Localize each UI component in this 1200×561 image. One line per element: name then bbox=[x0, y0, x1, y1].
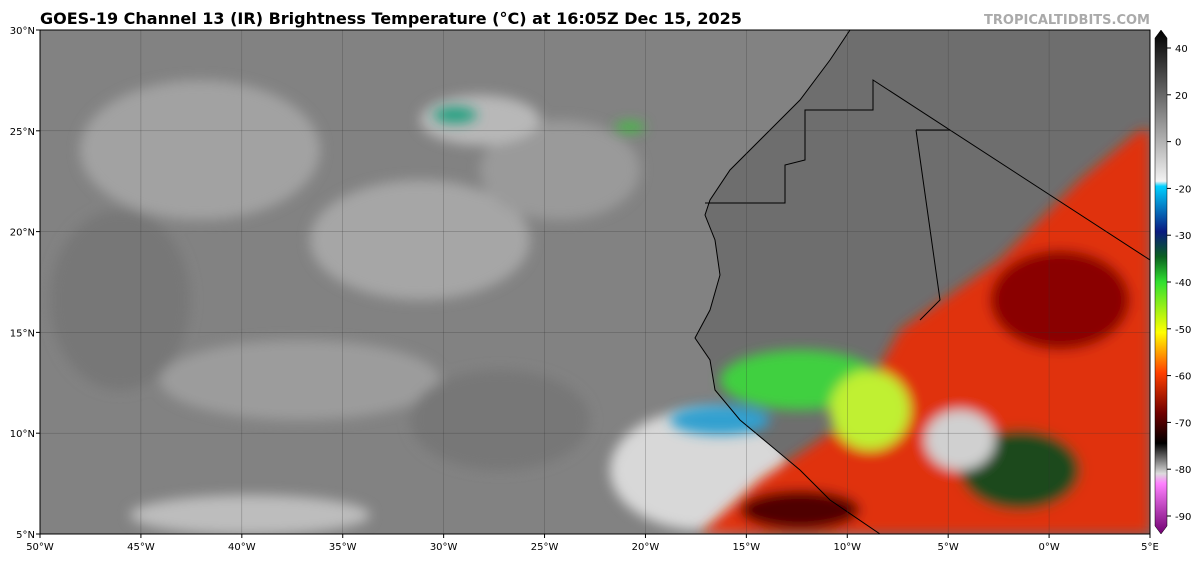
colorbar-label: -30 bbox=[1175, 231, 1191, 242]
lon-label: 30°W bbox=[430, 542, 458, 553]
lon-label: 10°W bbox=[833, 542, 861, 553]
colorbar-label: 20 bbox=[1175, 91, 1188, 102]
colorbar-label: 40 bbox=[1175, 44, 1188, 55]
watermark: TROPICALTIDBITS.COM bbox=[984, 13, 1150, 28]
borders bbox=[705, 79, 1150, 321]
map-frame bbox=[39, 29, 1151, 535]
colorbar-label: -40 bbox=[1175, 278, 1191, 289]
lon-label: 5°W bbox=[938, 542, 959, 553]
lon-label: 35°W bbox=[329, 542, 357, 553]
map-title: GOES-19 Channel 13 (IR) Brightness Tempe… bbox=[40, 9, 742, 28]
lat-label: 25°N bbox=[10, 127, 35, 138]
colorbar-label: -80 bbox=[1175, 465, 1191, 476]
lon-label: 25°W bbox=[531, 542, 559, 553]
colorbar-label: -20 bbox=[1175, 184, 1191, 195]
imagery bbox=[40, 30, 1150, 534]
axis-labels: 30°N 25°N 20°N 15°N 10°N 5°N50°W 45°W 40°W 35°W 3… bbox=[10, 26, 1192, 553]
colorbar-label: 0 bbox=[1175, 138, 1181, 149]
lon-label: 5°E bbox=[1141, 542, 1159, 553]
lat-label: 5°N bbox=[16, 530, 35, 541]
coastline bbox=[694, 30, 881, 534]
cloud-texture bbox=[50, 80, 790, 534]
colorbar bbox=[1154, 29, 1168, 535]
lon-label: 20°W bbox=[632, 542, 660, 553]
lon-label: 15°W bbox=[733, 542, 761, 553]
lon-label: 45°W bbox=[127, 542, 155, 553]
lat-label: 10°N bbox=[10, 429, 35, 440]
lat-label: 30°N bbox=[10, 26, 35, 37]
lat-label: 20°N bbox=[10, 228, 35, 239]
lat-label: 15°N bbox=[10, 328, 35, 339]
colorbar-label: -60 bbox=[1175, 372, 1191, 383]
colorbar-label: -90 bbox=[1175, 512, 1191, 523]
colorbar-label: -50 bbox=[1175, 325, 1191, 336]
lon-label: 0°W bbox=[1038, 542, 1059, 553]
lon-label: 50°W bbox=[26, 542, 54, 553]
colorbar-label: -70 bbox=[1175, 418, 1191, 429]
lon-label: 40°W bbox=[228, 542, 256, 553]
